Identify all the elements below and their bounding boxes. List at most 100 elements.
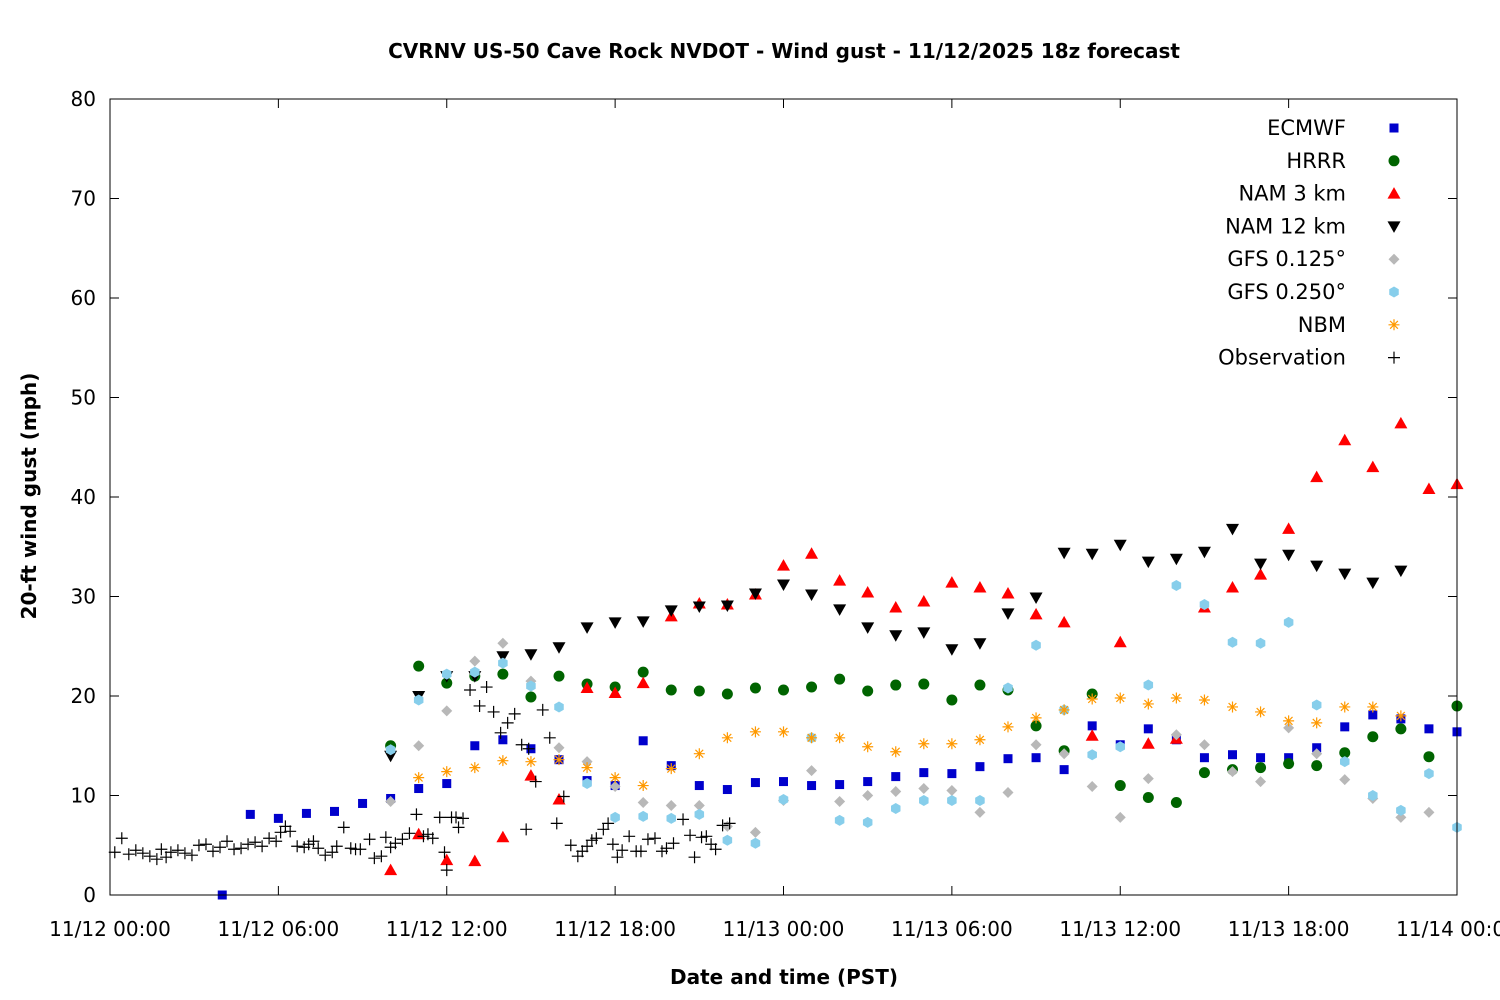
data-point-gfs-0-125 (441, 705, 453, 717)
data-point-gfs-0-125 (1339, 774, 1351, 786)
data-point-observation (667, 837, 680, 850)
data-point-observation (487, 705, 500, 718)
data-point-hrrr (497, 668, 509, 680)
data-point-gfs-0-250 (1311, 699, 1322, 711)
data-point-observation (379, 831, 392, 844)
data-point-nbm (581, 762, 593, 774)
data-point-observation (557, 790, 570, 803)
data-point-nam-3-km (1310, 470, 1324, 483)
x-tick-label: 11/13 00:00 (723, 917, 845, 941)
data-point-gfs-0-125 (890, 786, 902, 798)
data-point-observation (256, 840, 269, 853)
data-point-nbm (665, 763, 677, 775)
x-tick-label: 11/12 00:00 (49, 917, 171, 941)
data-point-observation (529, 775, 542, 788)
data-point-nbm (693, 748, 705, 760)
x-tick-label: 11/13 12:00 (1059, 917, 1181, 941)
y-tick-label: 10 (71, 784, 96, 808)
data-point-observation (564, 839, 577, 852)
data-point-observation (164, 846, 177, 859)
data-point-observation (221, 835, 234, 848)
series-gfs-0-250 (385, 580, 1462, 849)
data-point-gfs-0-250 (554, 701, 564, 713)
data-point-observation (214, 841, 227, 854)
y-tick-label: 0 (83, 883, 96, 907)
data-point-observation (677, 813, 690, 826)
data-point-nam-12-km (524, 649, 538, 661)
data-point-nam-3-km (1282, 522, 1296, 534)
data-point-nbm (1227, 701, 1238, 713)
data-point-nam-3-km (608, 686, 622, 699)
data-point-observation (150, 853, 163, 866)
data-point-observation (199, 838, 212, 851)
data-point-nbm (441, 766, 453, 778)
data-point-observation (368, 852, 381, 865)
data-point-nam-12-km (1141, 556, 1155, 569)
data-point-observation (634, 845, 647, 858)
data-point-hrrr (749, 682, 761, 694)
data-point-gfs-0-250 (1283, 616, 1294, 628)
data-point-nam-12-km (1029, 592, 1043, 604)
data-point-nbm (890, 746, 902, 758)
data-point-nbm (1198, 694, 1210, 706)
data-point-gfs-0-125 (1423, 806, 1435, 818)
data-point-nam-3-km (496, 830, 510, 843)
legend-label: NBM (1298, 313, 1346, 337)
data-point-hrrr (918, 678, 930, 690)
data-point-hrrr (862, 685, 874, 697)
data-point-hrrr (1367, 731, 1379, 743)
data-point-nam-12-km (1310, 560, 1324, 573)
data-point-observation (129, 844, 142, 857)
data-point-hrrr (553, 670, 565, 682)
plot-frame (109, 98, 1458, 896)
data-point-nam-3-km (917, 594, 931, 607)
data-point-gfs-0-125 (1058, 748, 1070, 760)
data-point-nbm (1311, 717, 1323, 729)
data-point-nam-3-km (1085, 729, 1099, 741)
data-point-observation (396, 833, 409, 846)
data-point-nam-12-km (1197, 546, 1211, 559)
data-point-observation (602, 817, 615, 830)
data-point-nam-12-km (1226, 523, 1239, 536)
data-point-gfs-0-250 (750, 837, 761, 849)
data-point-gfs-0-125 (1030, 739, 1042, 751)
data-point-ecmwf (1340, 722, 1350, 732)
legend-label: GFS 0.250° (1227, 280, 1346, 304)
data-point-nam-12-km (664, 605, 678, 617)
data-point-gfs-0-250 (470, 666, 480, 678)
data-point-observation (508, 707, 521, 720)
y-tick-label: 70 (71, 187, 96, 211)
data-point-hrrr (1255, 762, 1267, 774)
data-point-nbm (553, 754, 565, 766)
data-point-hrrr (1339, 747, 1351, 759)
data-point-observation (302, 838, 315, 851)
data-point-gfs-0-125 (1086, 781, 1098, 793)
data-point-gfs-0-250 (610, 811, 620, 823)
data-point-ecmwf (835, 780, 845, 790)
data-point-observation (457, 812, 470, 825)
legend-label: Observation (1218, 346, 1346, 370)
data-point-observation (473, 699, 486, 712)
data-point-gfs-0-125 (413, 740, 425, 752)
data-point-hrrr (1170, 796, 1182, 808)
legend-marker (1388, 351, 1400, 364)
data-point-nbm (806, 732, 818, 744)
data-point-nbm (862, 741, 874, 753)
data-point-nam-3-km (1394, 416, 1408, 429)
data-point-nam-12-km (1113, 539, 1127, 552)
data-point-hrrr (525, 691, 537, 703)
data-point-nbm (1114, 692, 1126, 704)
data-point-gfs-0-250 (722, 834, 733, 846)
data-point-nam-12-km (1254, 558, 1268, 571)
data-point-gfs-0-250 (1171, 580, 1182, 592)
data-point-ecmwf (1143, 724, 1153, 734)
data-point-observation (307, 835, 320, 848)
data-point-gfs-0-125 (1114, 811, 1126, 823)
data-point-nam-3-km (1057, 615, 1071, 628)
data-point-nbm (1339, 701, 1351, 713)
data-point-gfs-0-125 (806, 765, 818, 777)
data-point-nam-3-km (777, 559, 790, 571)
data-point-observation (440, 864, 453, 877)
data-point-observation (192, 839, 205, 852)
data-point-observation (115, 832, 128, 845)
